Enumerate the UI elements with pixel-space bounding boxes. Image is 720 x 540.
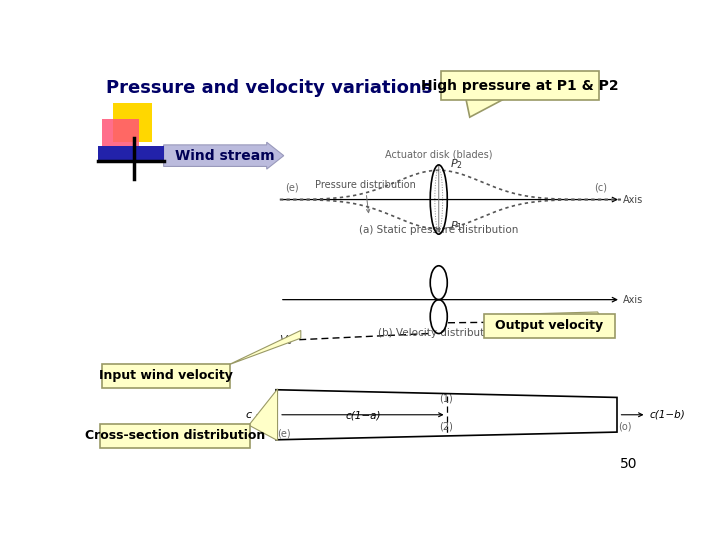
Text: Output velocity: Output velocity: [495, 319, 603, 332]
Polygon shape: [249, 389, 277, 441]
Text: (e): (e): [285, 183, 299, 192]
Text: (1): (1): [440, 393, 454, 403]
Text: (c): (c): [595, 183, 608, 192]
FancyBboxPatch shape: [100, 423, 251, 448]
Text: $P_1$: $P_1$: [449, 219, 462, 233]
Text: (e): (e): [277, 429, 291, 438]
Text: $V_0$: $V_0$: [279, 333, 293, 347]
Text: c: c: [245, 410, 251, 420]
Text: $V_c$: $V_c$: [601, 314, 616, 328]
Text: (2): (2): [440, 422, 454, 432]
Text: Axis: Axis: [624, 295, 644, 305]
Text: (o): (o): [618, 421, 632, 431]
Text: (b) Velocity distribution: (b) Velocity distribution: [377, 328, 500, 338]
Text: Pressure and velocity variations: Pressure and velocity variations: [106, 79, 432, 97]
Bar: [102, 119, 139, 156]
FancyArrow shape: [163, 142, 284, 169]
Text: High pressure at P1 & P2: High pressure at P1 & P2: [421, 79, 619, 92]
Bar: [113, 103, 152, 142]
Text: Axis: Axis: [624, 194, 644, 205]
Text: (a) Static pressure distribution: (a) Static pressure distribution: [359, 225, 518, 235]
Polygon shape: [485, 312, 601, 320]
Text: c(1−b): c(1−b): [649, 410, 685, 420]
Text: Pressure distribution: Pressure distribution: [315, 180, 415, 213]
Text: Actuator disk (blades): Actuator disk (blades): [385, 149, 492, 159]
Text: Wind stream: Wind stream: [175, 148, 275, 163]
Polygon shape: [228, 330, 301, 365]
FancyBboxPatch shape: [484, 314, 615, 338]
Text: 50: 50: [620, 457, 637, 470]
Text: c(1−a): c(1−a): [345, 410, 381, 420]
Text: Cross-section distribution: Cross-section distribution: [85, 429, 266, 442]
Text: Input wind velocity: Input wind velocity: [99, 369, 233, 382]
FancyBboxPatch shape: [102, 363, 230, 388]
Text: $P_2$: $P_2$: [449, 157, 462, 171]
FancyBboxPatch shape: [441, 71, 599, 100]
Polygon shape: [466, 99, 505, 117]
Bar: [98, 146, 163, 164]
